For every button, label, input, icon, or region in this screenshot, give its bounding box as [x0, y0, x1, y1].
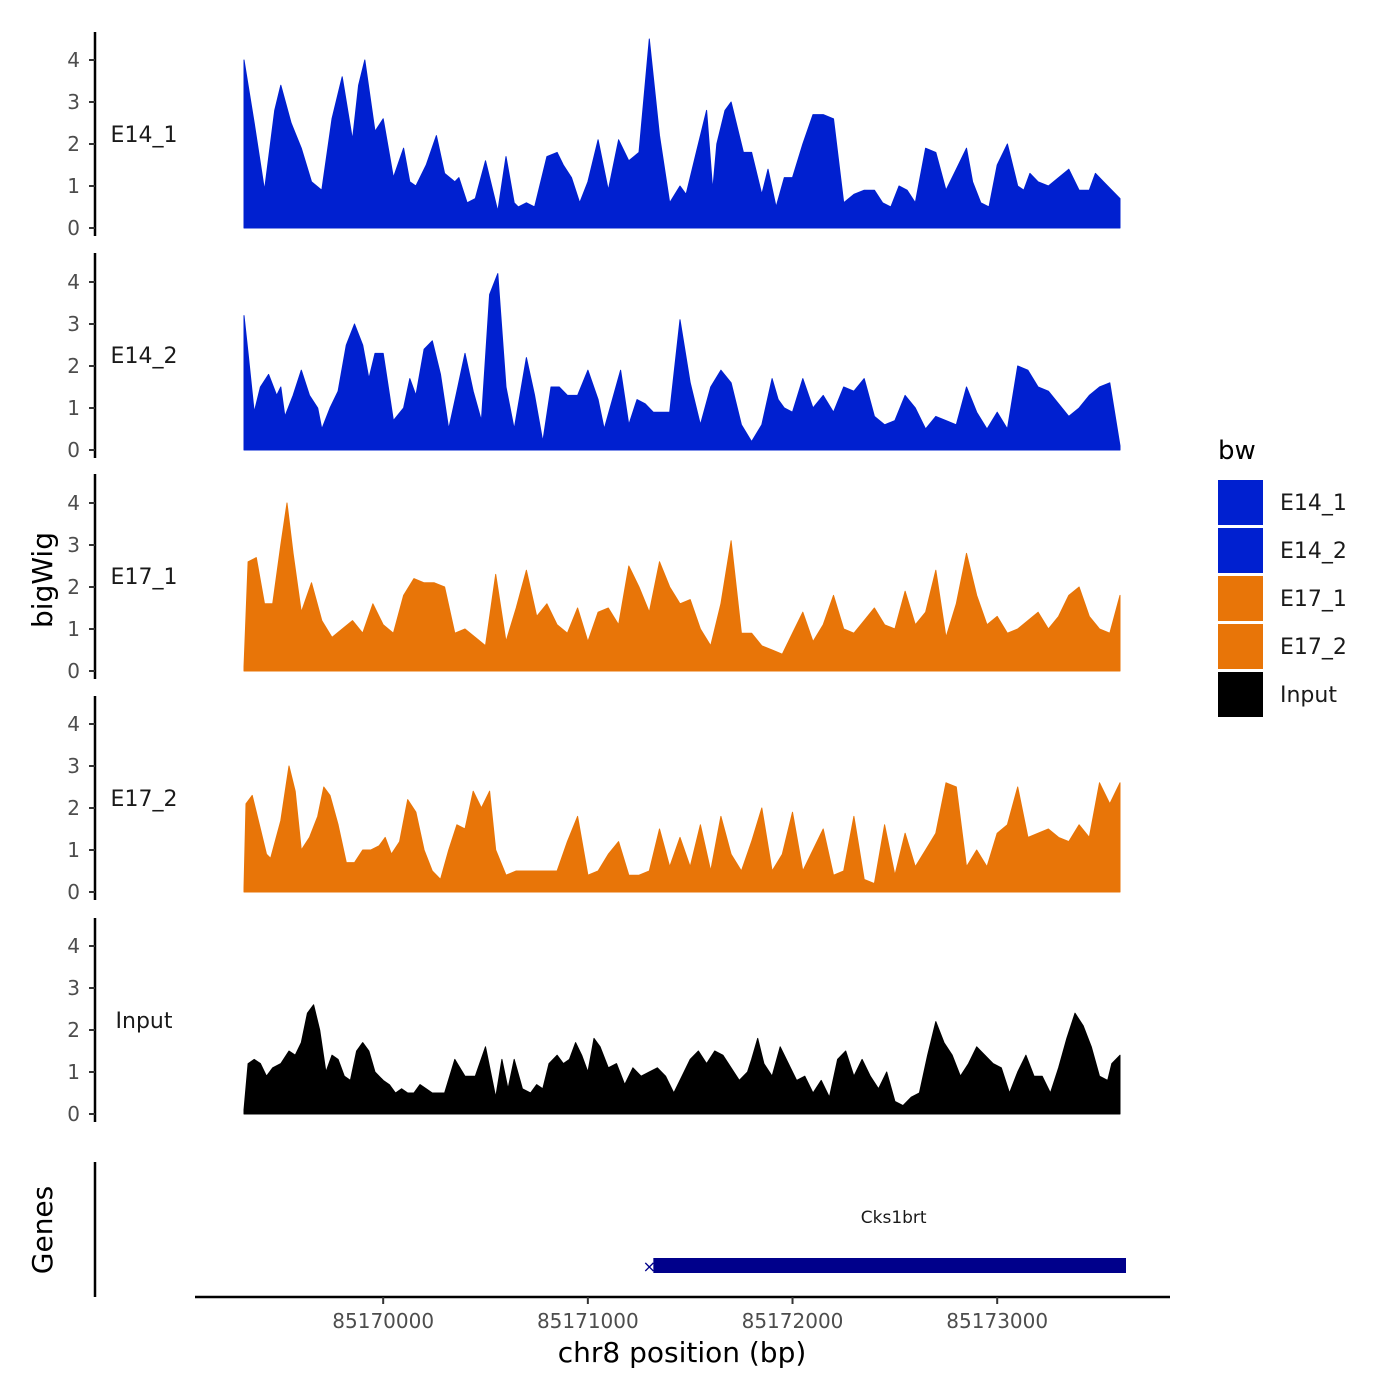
y-tick-label: 0 — [67, 216, 80, 240]
legend-label: E17_1 — [1280, 587, 1347, 612]
x-tick-label: 85172000 — [742, 1309, 844, 1333]
genes-panel: Genes × Cks1brt — [26, 1162, 1126, 1297]
gene-model-bar — [653, 1258, 1126, 1273]
legend-label: E14_1 — [1280, 491, 1347, 516]
legend-item-e14-1: E14_1 — [1218, 480, 1347, 525]
track-panel-e14-2: 0 1 2 3 4 E14_2 — [67, 253, 1121, 462]
x-tick-label: 85171000 — [537, 1309, 639, 1333]
legend-label: E17_2 — [1280, 635, 1347, 660]
gene-label: Cks1brt — [861, 1208, 927, 1228]
y-tick-label: 4 — [67, 934, 80, 958]
y-tick-label: 4 — [67, 48, 80, 72]
legend-item-e14-2: E14_2 — [1218, 528, 1347, 573]
y-axis-ticks: 0 1 2 3 4 — [67, 934, 95, 1126]
y-tick-label: 4 — [67, 270, 80, 294]
x-tick-label: 85173000 — [946, 1309, 1048, 1333]
track-label-input: Input — [116, 1009, 173, 1034]
track-label-e14-2: E14_2 — [111, 344, 178, 369]
track-panel-e14-1: 0 1 2 3 4 E14_1 — [67, 32, 1121, 240]
legend-label: Input — [1280, 683, 1337, 708]
legend-swatch — [1218, 480, 1263, 525]
legend-title: bw — [1218, 436, 1256, 466]
genes-axis-title: Genes — [26, 1186, 59, 1274]
y-tick-label: 2 — [67, 354, 80, 378]
y-axis-ticks: 0 1 2 3 4 — [67, 270, 95, 462]
track-label-e17-2: E17_2 — [111, 787, 178, 812]
y-tick-label: 4 — [67, 491, 80, 515]
y-tick-label: 4 — [67, 712, 80, 736]
x-axis-title: chr8 position (bp) — [558, 1336, 807, 1369]
track-panel-e17-2: 0 1 2 3 4 E17_2 — [67, 696, 1121, 904]
x-tick-label: 85170000 — [332, 1309, 434, 1333]
y-tick-label: 3 — [67, 754, 80, 778]
coverage-area-e17-2 — [243, 765, 1121, 893]
coverage-area-e17-1 — [243, 502, 1121, 672]
y-tick-label: 2 — [67, 132, 80, 156]
y-tick-label: 0 — [67, 880, 80, 904]
y-tick-label: 0 — [67, 1102, 80, 1126]
y-tick-label: 2 — [67, 1018, 80, 1042]
y-axis-ticks: 0 1 2 3 4 — [67, 491, 95, 683]
coverage-area-e14-2 — [243, 273, 1121, 451]
y-tick-label: 3 — [67, 533, 80, 557]
y-tick-label: 3 — [67, 90, 80, 114]
y-axis-title: bigWig — [26, 532, 59, 628]
y-tick-label: 1 — [67, 617, 80, 641]
y-axis-ticks: 0 1 2 3 4 — [67, 48, 95, 240]
coverage-area-e14-1 — [243, 38, 1121, 229]
y-axis-ticks: 0 1 2 3 4 — [67, 712, 95, 904]
legend-swatch — [1218, 528, 1263, 573]
legend-item-e17-1: E17_1 — [1218, 576, 1347, 621]
legend-label: E14_2 — [1280, 539, 1347, 564]
y-tick-label: 2 — [67, 575, 80, 599]
y-tick-label: 2 — [67, 796, 80, 820]
y-tick-label: 1 — [67, 1060, 80, 1084]
legend-item-input: Input — [1218, 672, 1337, 717]
y-tick-label: 1 — [67, 174, 80, 198]
x-axis-ticks: 85170000 85171000 85172000 85173000 — [332, 1297, 1048, 1333]
legend-swatch — [1218, 624, 1263, 669]
track-label-e14-1: E14_1 — [111, 123, 178, 148]
track-panel-input: 0 1 2 3 4 Input — [67, 918, 1121, 1126]
y-tick-label: 1 — [67, 396, 80, 420]
track-panel-e17-1: 0 1 2 3 4 E17_1 — [67, 474, 1121, 683]
y-tick-label: 3 — [67, 976, 80, 1000]
gene-strand-mark: × — [643, 1257, 656, 1276]
legend-item-e17-2: E17_2 — [1218, 624, 1347, 669]
legend-swatch — [1218, 576, 1263, 621]
y-tick-label: 1 — [67, 838, 80, 862]
y-tick-label: 0 — [67, 659, 80, 683]
coverage-area-input — [243, 1004, 1121, 1115]
legend-swatch — [1218, 672, 1263, 717]
x-axis: 85170000 85171000 85172000 85173000 chr8 po… — [195, 1295, 1170, 1369]
legend: bw E14_1 E14_2 E17_1 E17_2 Input — [1218, 436, 1347, 717]
track-label-e17-1: E17_1 — [111, 565, 178, 590]
y-tick-label: 0 — [67, 438, 80, 462]
y-tick-label: 3 — [67, 312, 80, 336]
